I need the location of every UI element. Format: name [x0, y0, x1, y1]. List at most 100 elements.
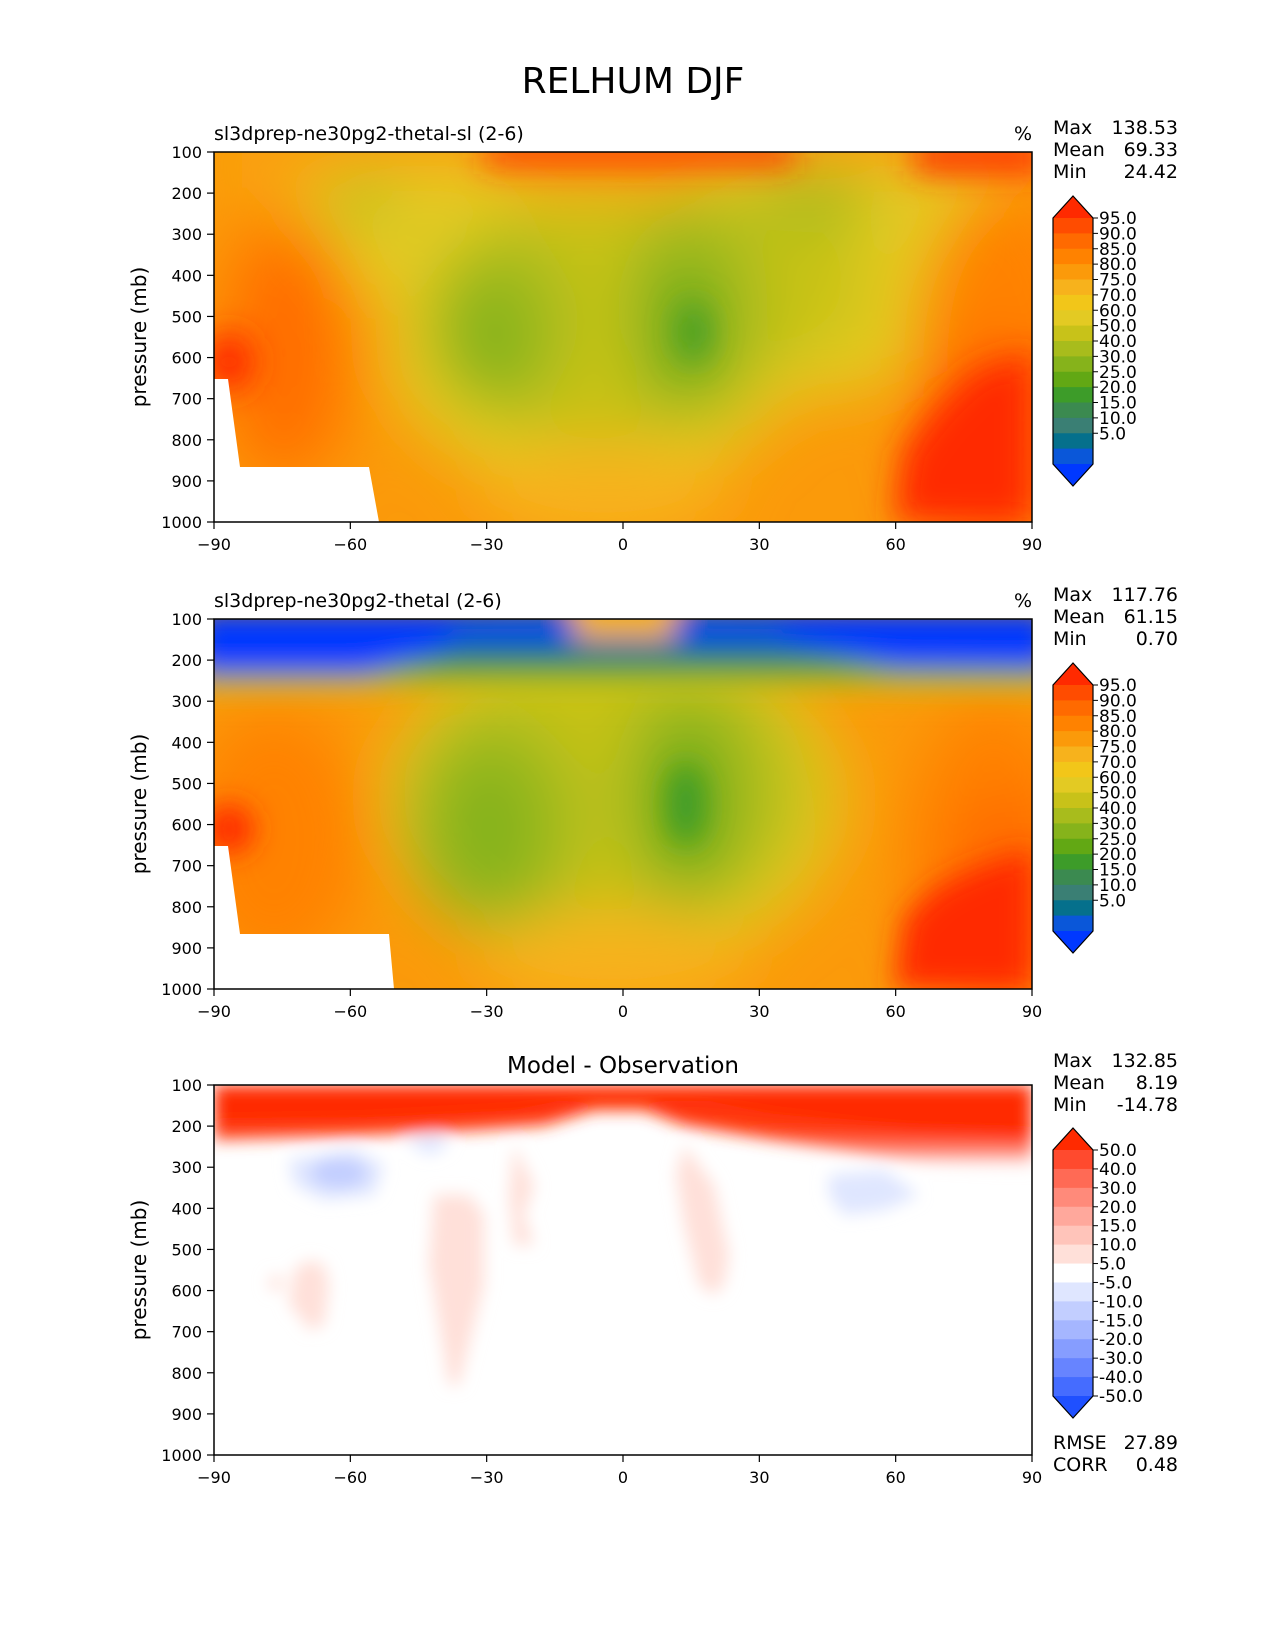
colorbar-segment [1053, 341, 1093, 357]
panel-1-stats: Max 138.53 Mean 69.33 Min 24.42 [1053, 117, 1178, 183]
colorbar-label: 50.0 [1099, 784, 1137, 804]
x-tick-label: 30 [749, 1468, 769, 1487]
colorbar-label: 85.0 [1099, 707, 1137, 727]
panel-3-stat-rmse-value: 27.89 [1124, 1432, 1178, 1454]
colorbar-segment [1053, 869, 1093, 886]
panel-1-ylabel: pressure (mb) [127, 267, 151, 408]
colorbar-label: 75.0 [1099, 271, 1137, 291]
colorbar-segment [1053, 685, 1093, 701]
y-tick-label: 600 [171, 349, 202, 368]
figure-title: RELHUM DJF [522, 61, 745, 102]
panel-1-stat-min-label: Min [1053, 161, 1087, 183]
panel-3-stat-mean-label: Mean [1053, 1072, 1105, 1094]
colorbar-label: 30.0 [1099, 347, 1137, 367]
colorbar-label: 30.0 [1099, 1179, 1137, 1199]
colorbar-label: 50.0 [1099, 317, 1137, 337]
colorbar-label: 40.0 [1099, 1160, 1137, 1180]
colorbar-label: 15.0 [1099, 394, 1137, 414]
panel-3-yaxis: 100 200 300 400 500 600 700 800 900 1000 [161, 1076, 214, 1465]
x-tick-label: 90 [1022, 1468, 1042, 1487]
panel-3-colorbar: 50.040.030.020.015.010.05.0-5.0-10.0-15.… [1052, 1127, 1143, 1419]
colorbar-label: -40.0 [1099, 1368, 1143, 1388]
y-tick-label: 100 [171, 610, 202, 629]
x-tick-label: −30 [470, 535, 504, 554]
y-tick-label: 600 [171, 1282, 202, 1301]
y-tick-label: 100 [171, 1076, 202, 1095]
panel-3-contour-field [214, 1085, 1032, 1455]
y-tick-label: 500 [171, 1240, 202, 1259]
colorbar-label: -10.0 [1099, 1292, 1143, 1312]
y-tick-label: 700 [171, 1323, 202, 1342]
panel-2-colorbar: 95.090.085.080.075.070.060.050.040.030.0… [1052, 662, 1137, 954]
colorbar-segment [1053, 1168, 1093, 1189]
colorbar-segment [1053, 823, 1093, 840]
colorbar-label: 40.0 [1099, 799, 1137, 819]
colorbar-label: 20.0 [1099, 378, 1137, 398]
colorbar-label: 70.0 [1099, 753, 1137, 773]
panel-1: sl3dprep-ne30pg2-thetal-sl (2-6) % [127, 123, 1042, 554]
colorbar-segment [1053, 310, 1093, 327]
colorbar-label: -5.0 [1099, 1273, 1132, 1293]
colorbar-segment [1053, 700, 1093, 717]
panel-1-stat-mean-label: Mean [1053, 139, 1105, 161]
colorbar-segment [1053, 1301, 1093, 1321]
panel-2-xaxis: −90 −60 −30 0 30 60 90 [197, 989, 1042, 1021]
panel-1-xaxis: −90 −60 −30 0 30 60 90 [197, 522, 1042, 554]
panel-1-colorbar: 95.090.085.080.075.070.060.050.040.030.0… [1052, 195, 1137, 487]
colorbar-label: 5.0 [1099, 891, 1126, 911]
colorbar-extend-max [1053, 663, 1093, 685]
colorbar-label: 80.0 [1099, 255, 1137, 275]
x-tick-label: 60 [885, 1002, 905, 1021]
panel-2-stat-mean-label: Mean [1053, 606, 1105, 628]
colorbar-label: 85.0 [1099, 240, 1137, 260]
panel-2-stat-max-label: Max [1053, 584, 1092, 606]
colorbar-segment [1053, 448, 1093, 465]
colorbar-segment [1053, 761, 1093, 778]
x-tick-label: −30 [470, 1002, 504, 1021]
colorbar-label: 90.0 [1099, 691, 1137, 711]
panel-2-stat-max-value: 117.76 [1112, 584, 1178, 606]
colorbar-segment [1053, 854, 1093, 871]
panel-2-ylabel: pressure (mb) [127, 734, 151, 875]
panel-3-stat-max-label: Max [1053, 1050, 1092, 1072]
colorbar-segment [1053, 402, 1093, 419]
x-tick-label: 90 [1022, 1002, 1042, 1021]
colorbar-label: 15.0 [1099, 1217, 1137, 1237]
colorbar-label: 25.0 [1099, 363, 1137, 383]
colorbar-label: 70.0 [1099, 286, 1137, 306]
colorbar-segment [1053, 1282, 1093, 1302]
x-tick-label: −90 [197, 1468, 231, 1487]
colorbar-label: 80.0 [1099, 722, 1137, 742]
panel-1-stat-mean-value: 69.33 [1124, 139, 1178, 161]
y-tick-label: 600 [171, 816, 202, 835]
y-tick-label: 300 [171, 692, 202, 711]
panel-3-stat-max-value: 132.85 [1112, 1050, 1178, 1072]
colorbar-label: 15.0 [1099, 861, 1137, 881]
colorbar-outline [1052, 195, 1094, 487]
panel-1-stat-min-value: 24.42 [1124, 161, 1178, 183]
panel-3-stat-min-value: -14.78 [1117, 1094, 1178, 1116]
colorbar-segment [1053, 915, 1093, 932]
colorbar-extend-max [1053, 196, 1093, 218]
colorbar-segment [1053, 417, 1093, 434]
colorbar-segment [1053, 715, 1093, 732]
x-tick-label: 0 [618, 1468, 628, 1487]
y-tick-label: 400 [171, 266, 202, 285]
y-tick-label: 500 [171, 307, 202, 326]
x-tick-label: 30 [749, 535, 769, 554]
colorbar-extend-min [1053, 1396, 1093, 1418]
panel-1-stat-max-value: 138.53 [1112, 117, 1178, 139]
colorbar-label: 30.0 [1099, 814, 1137, 834]
colorbar-segment [1053, 1377, 1093, 1397]
panel-3-stat-rmse-label: RMSE [1053, 1432, 1107, 1454]
colorbar-extend-min [1053, 931, 1093, 953]
x-tick-label: −90 [197, 1002, 231, 1021]
colorbar-label: 90.0 [1099, 224, 1137, 244]
colorbar-segment [1053, 792, 1093, 809]
panel-3-xaxis: −90 −60 −30 0 30 60 90 [197, 1455, 1042, 1487]
panel-1-contour-field [214, 152, 1032, 522]
y-tick-label: 200 [171, 1117, 202, 1136]
colorbar-extend-min [1053, 464, 1093, 486]
colorbar-label: 75.0 [1099, 738, 1137, 758]
colorbar-segment [1053, 248, 1093, 265]
